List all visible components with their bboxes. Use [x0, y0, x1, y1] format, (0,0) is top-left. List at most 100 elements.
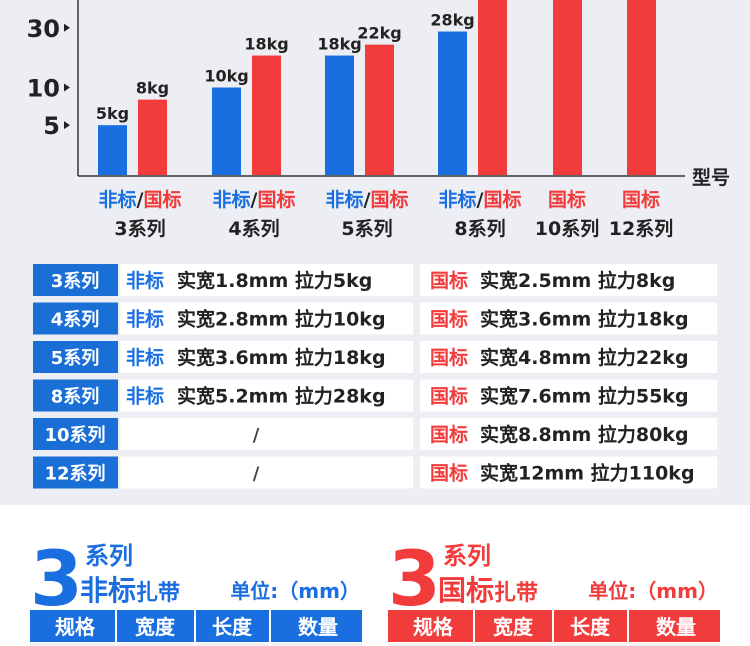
- standard-tag: 国标: [430, 309, 468, 331]
- cell: [120, 264, 413, 296]
- standard-tag: 国标: [430, 424, 468, 446]
- big-number: 3: [30, 534, 83, 623]
- header-cell: 宽度: [135, 615, 176, 639]
- legend-entry: 非标: [439, 189, 477, 211]
- bar: [478, 0, 507, 175]
- spec-text: 实宽2.8mm 拉力10kg: [177, 308, 386, 331]
- x-tick-label: 10系列: [535, 218, 599, 240]
- value-label: 18kg: [317, 35, 361, 54]
- header-cell: 规格: [55, 615, 96, 639]
- standard-tag: 非标: [126, 386, 164, 408]
- empty-mark: /: [253, 425, 260, 446]
- cell: [120, 341, 413, 373]
- cell: [120, 379, 413, 412]
- series-word: 系列: [443, 542, 491, 570]
- big-number: 3: [388, 534, 441, 623]
- y-tick-label: 30: [27, 15, 60, 43]
- separator: /: [137, 189, 144, 211]
- bar: [212, 87, 241, 175]
- legend-entry: 国标: [143, 189, 181, 211]
- legend-entry: 国标: [257, 189, 295, 211]
- value-label: 22kg: [357, 24, 401, 43]
- standard-tag: 非标: [126, 270, 164, 292]
- legend-entry: 国标: [483, 189, 521, 211]
- header-cell: 数量: [656, 615, 696, 639]
- cell: [120, 456, 413, 489]
- separator: /: [251, 189, 258, 211]
- cell: [420, 456, 717, 489]
- header-cell: 宽度: [493, 615, 534, 639]
- series-word: 系列: [85, 542, 133, 570]
- legend-entry: 非标: [99, 189, 137, 211]
- legend-entry: 国标: [622, 189, 660, 211]
- series-cell: [33, 302, 118, 335]
- separator: /: [364, 189, 371, 211]
- tick-mark: [64, 121, 70, 130]
- product-title: 国标扎带: [438, 574, 538, 607]
- product: 扎带: [136, 581, 180, 606]
- spec-text: 实宽12mm 拉力110kg: [480, 462, 695, 485]
- x-tick-label: 5系列: [341, 218, 392, 240]
- series-cell: [33, 341, 118, 373]
- bar: [138, 99, 167, 175]
- category-standard: 非标/国标: [213, 189, 296, 211]
- series-cell: [33, 456, 118, 489]
- series-label: 12系列: [44, 464, 105, 485]
- standard-tag: 国标: [430, 270, 468, 292]
- x-tick-label: 4系列: [228, 218, 279, 240]
- standard-tag: 非标: [126, 309, 164, 331]
- spec-text: 实宽3.6mm 拉力18kg: [480, 308, 689, 331]
- header-cell: 规格: [413, 615, 454, 639]
- series-label: 10系列: [44, 425, 105, 446]
- spec-text: 实宽1.8mm 拉力5kg: [177, 269, 372, 292]
- series-label: 3系列: [51, 271, 100, 292]
- standard-tag: 国标: [430, 347, 468, 369]
- category-standard: 非标/国标: [326, 189, 409, 211]
- category-standard: 国标: [622, 189, 660, 211]
- bar: [98, 125, 127, 175]
- category-standard: 国标: [548, 189, 586, 211]
- series-cell: [33, 264, 118, 296]
- tick-mark: [64, 83, 70, 92]
- tick-mark: [64, 23, 70, 32]
- bar: [365, 44, 394, 175]
- product: 扎带: [494, 581, 538, 606]
- standard: 国标: [438, 574, 494, 607]
- category-standard: 非标/国标: [99, 189, 182, 211]
- spec-text: 实宽5.2mm 拉力28kg: [177, 385, 386, 408]
- legend-entry: 国标: [548, 189, 586, 211]
- spec-text: 实宽2.5mm 拉力8kg: [480, 269, 675, 292]
- bar: [627, 0, 656, 175]
- standard: 非标: [80, 574, 136, 607]
- bar: [438, 31, 467, 175]
- value-label: 5kg: [96, 104, 129, 123]
- cell: [120, 418, 413, 450]
- empty-mark: /: [253, 464, 260, 485]
- cell: [420, 379, 717, 412]
- spec-text: 实宽7.6mm 拉力55kg: [480, 385, 689, 408]
- header-cell: 长度: [570, 615, 611, 639]
- spec-text: 实宽4.8mm 拉力22kg: [480, 346, 689, 369]
- cell: [420, 264, 717, 296]
- y-tick-label: 5: [43, 112, 60, 140]
- bar: [325, 55, 354, 175]
- product-title: 非标扎带: [80, 574, 180, 607]
- category-standard: 非标/国标: [439, 189, 522, 211]
- cell: [420, 418, 717, 450]
- value-label: 10kg: [204, 67, 248, 86]
- separator: /: [477, 189, 484, 211]
- legend-entry: 非标: [326, 189, 364, 211]
- value-label: 18kg: [244, 35, 288, 54]
- standard-tag: 非标: [126, 347, 164, 369]
- series-label: 5系列: [51, 348, 100, 369]
- x-tick-label: 12系列: [609, 218, 673, 240]
- legend-entry: 国标: [370, 189, 408, 211]
- x-tick-label: 8系列: [454, 218, 505, 240]
- legend-entry: 非标: [213, 189, 251, 211]
- series-cell: [33, 379, 118, 412]
- cell: [120, 302, 413, 335]
- bar: [252, 55, 281, 175]
- cell: [420, 341, 717, 373]
- unit: 单位:（mm）: [588, 579, 718, 603]
- cell: [420, 302, 717, 335]
